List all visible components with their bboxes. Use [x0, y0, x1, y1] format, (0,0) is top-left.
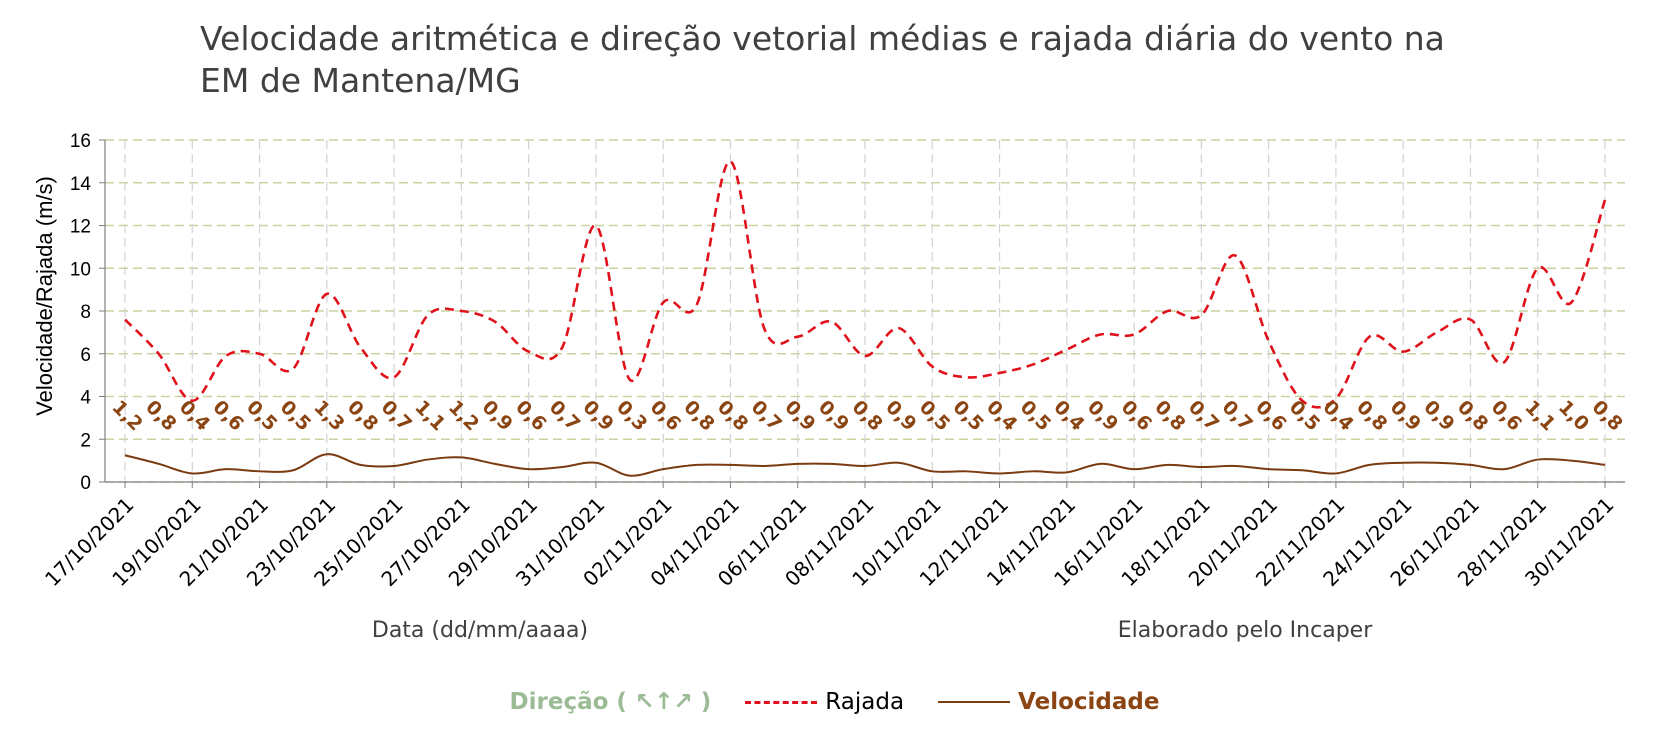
- data-label: 0,8: [1150, 396, 1189, 435]
- data-label: 0,8: [1588, 396, 1627, 435]
- series-line-velocidade: [124, 453, 1606, 477]
- y-tick-label: 2: [80, 430, 91, 451]
- y-tick-label: 0: [80, 473, 91, 494]
- data-label: 0,9: [478, 396, 517, 435]
- legend-item-velocidade: Velocidade: [938, 689, 1159, 715]
- y-tick-label: 14: [70, 174, 92, 195]
- data-label: 0,9: [881, 396, 920, 435]
- data-label: 0,6: [1251, 396, 1290, 435]
- chart-title: Velocidade aritmética e direção vetorial…: [200, 19, 1445, 100]
- data-label: 0,8: [141, 396, 180, 435]
- data-label: 0,9: [780, 396, 819, 435]
- data-labels: 1,20,80,40,60,50,51,30,80,71,11,20,90,60…: [108, 396, 1627, 435]
- legend-item-rajada: Rajada: [745, 689, 904, 715]
- data-label: 0,5: [948, 396, 987, 435]
- data-label: 0,4: [982, 396, 1021, 435]
- y-tick-label: 8: [80, 302, 91, 323]
- data-label: 0,9: [814, 396, 853, 435]
- data-label: 0,3: [612, 396, 651, 435]
- data-label: 0,9: [578, 396, 617, 435]
- data-label: 1,2: [444, 396, 483, 435]
- data-label: 1,1: [410, 396, 449, 435]
- data-label: 0,6: [1117, 396, 1156, 435]
- data-label: 0,4: [175, 396, 214, 435]
- legend-label-velocidade: Velocidade: [1018, 689, 1160, 715]
- data-label: 1,1: [1520, 396, 1559, 435]
- data-label: 0,5: [242, 396, 281, 435]
- data-label: 0,7: [545, 396, 584, 435]
- legend-label-rajada: Rajada: [825, 689, 905, 715]
- y-tick-label: 10: [70, 259, 91, 280]
- data-label: 0,7: [747, 396, 786, 435]
- data-label: 0,6: [208, 396, 247, 435]
- y-tick-label: 6: [80, 345, 91, 366]
- credit-text: Elaborado pelo Incaper: [1118, 618, 1373, 643]
- legend-label-direcao: Direção (: [509, 689, 627, 715]
- data-label: 0,5: [276, 396, 315, 435]
- data-label: 1,3: [309, 396, 348, 435]
- data-label: 0,8: [1453, 396, 1492, 435]
- x-axis-title: Data (dd/mm/aaaa): [372, 618, 588, 643]
- data-label: 0,9: [1386, 396, 1425, 435]
- data-label: 0,8: [679, 396, 718, 435]
- data-label: 0,4: [1318, 396, 1357, 435]
- y-tick-label: 12: [70, 217, 91, 238]
- legend: Direção ( ↖↑↗) Rajada Velocidade: [0, 685, 1669, 719]
- data-label: 0,4: [1049, 396, 1088, 435]
- data-label: 0,8: [848, 396, 887, 435]
- direction-arrows-icon: ↖↑↗: [634, 689, 693, 715]
- data-label: 0,7: [1184, 396, 1223, 435]
- y-tick-label: 16: [70, 131, 91, 152]
- data-label: 0,6: [646, 396, 685, 435]
- data-label: 0,5: [1016, 396, 1055, 435]
- data-label: 0,6: [511, 396, 550, 435]
- data-label: 0,8: [1352, 396, 1391, 435]
- legend-swatch-velocidade: [938, 701, 1011, 703]
- y-axis-title: Velocidade/Rajada (m/s): [32, 176, 57, 416]
- axes: 024681012141617/10/202119/10/202121/10/2…: [40, 131, 1625, 591]
- series-lines: [124, 160, 1607, 477]
- data-label: 0,9: [1419, 396, 1458, 435]
- data-label: 1,0: [1554, 396, 1593, 435]
- data-label: 1,2: [108, 396, 147, 435]
- grid: [105, 139, 1625, 483]
- legend-item-direcao: Direção ( ↖↑↗): [510, 689, 712, 715]
- y-tick-label: 4: [80, 388, 91, 409]
- data-label: 0,8: [713, 396, 752, 435]
- data-label: 0,5: [1285, 396, 1324, 435]
- data-label: 0,5: [915, 396, 954, 435]
- data-label: 0,9: [1083, 396, 1122, 435]
- legend-swatch-rajada: [745, 700, 818, 704]
- data-label: 0,7: [1218, 396, 1257, 435]
- series-line-rajada: [124, 160, 1607, 409]
- legend-label-direcao-close: ): [700, 689, 712, 715]
- data-label: 0,6: [1487, 396, 1526, 435]
- data-label: 0,8: [343, 396, 382, 435]
- data-label: 0,7: [377, 396, 416, 435]
